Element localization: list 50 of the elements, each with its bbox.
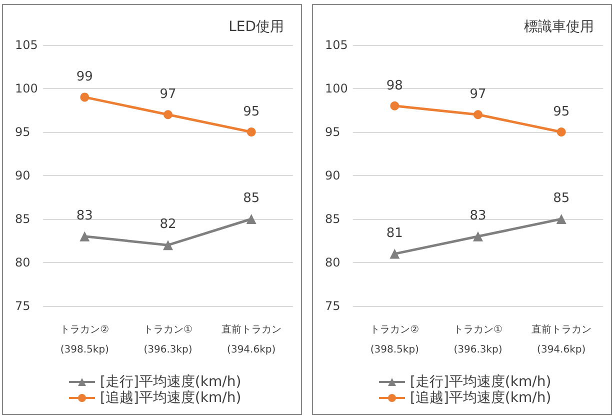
- y-tick-label: 105: [15, 38, 38, 52]
- point: [390, 101, 400, 110]
- data-label: 97: [160, 87, 176, 102]
- point: [246, 128, 256, 136]
- data-label: 83: [76, 208, 93, 224]
- y-tick-label: 90: [15, 168, 30, 182]
- point: [80, 92, 90, 102]
- point: [474, 110, 482, 120]
- y-tick-label: 80: [15, 256, 30, 270]
- y-tick-label: 100: [325, 82, 348, 96]
- data-label: 83: [470, 208, 486, 224]
- x-tick-label: トラカン① (396.3kp): [144, 324, 193, 356]
- y-tick-label: 85: [15, 212, 30, 226]
- y-tick-label: 90: [325, 168, 340, 182]
- data-label: 81: [386, 226, 403, 241]
- y-tick-label: 95: [15, 125, 30, 139]
- point: [473, 231, 483, 242]
- data-label: 85: [553, 191, 570, 206]
- y-tick-label: 85: [325, 212, 340, 226]
- data-label: 85: [243, 191, 260, 206]
- y-tick-label: 80: [325, 256, 340, 270]
- x-tick-label: 直前トラカン (394.6kp): [221, 324, 282, 356]
- legend-label: [追越]平均速度(km/h): [100, 390, 242, 406]
- x-tick-label: トラカン② (398.5kp): [370, 324, 420, 356]
- y-tick-label: 75: [15, 299, 30, 313]
- point: [164, 110, 172, 120]
- data-label: 95: [243, 104, 260, 120]
- point: [556, 214, 566, 224]
- chart-title: LED使用: [228, 19, 284, 35]
- legend-label: [追越]平均速度(km/h): [410, 390, 552, 406]
- y-tick-label: 75: [325, 299, 340, 313]
- x-tick-label: 直前トラカン (394.6kp): [531, 324, 592, 356]
- y-tick-label: 105: [325, 38, 348, 52]
- data-label: 82: [160, 217, 176, 232]
- data-label: 97: [470, 87, 486, 102]
- point: [556, 128, 566, 136]
- y-tick-label: 100: [15, 82, 38, 96]
- point: [246, 214, 256, 224]
- x-tick-label: トラカン① (396.3kp): [454, 324, 503, 356]
- data-label: 99: [76, 70, 93, 85]
- x-tick-label: トラカン② (398.5kp): [60, 324, 110, 356]
- chart-title: 標識車使用: [524, 19, 594, 35]
- point: [163, 240, 173, 250]
- legend-label: [走行]平均速度(km/h): [100, 374, 242, 390]
- point: [80, 231, 90, 242]
- legend-label: [走行]平均速度(km/h): [410, 374, 552, 390]
- data-label: 98: [386, 78, 403, 94]
- data-label: 95: [553, 104, 570, 120]
- y-tick-label: 95: [325, 125, 340, 139]
- point: [390, 248, 400, 259]
